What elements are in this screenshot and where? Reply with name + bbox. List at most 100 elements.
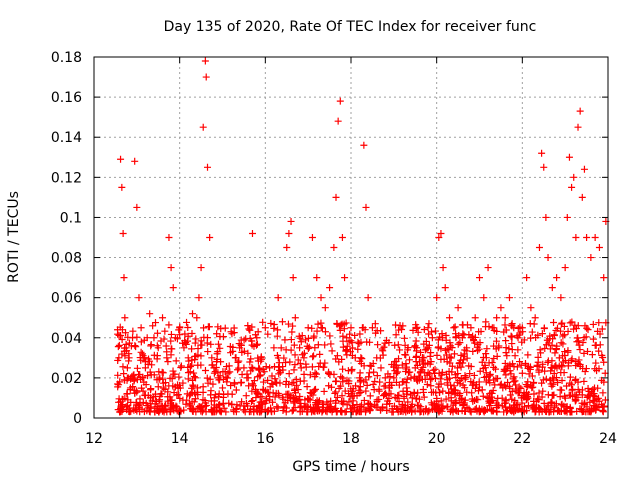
data-point-dense	[420, 326, 428, 334]
data-point-dense	[408, 408, 416, 416]
data-point-dense	[259, 318, 267, 326]
data-point-dense	[513, 363, 521, 371]
data-point-dense	[371, 320, 379, 328]
data-point-dense	[183, 390, 191, 398]
data-point-dense	[392, 331, 400, 339]
data-point-dense	[114, 371, 122, 379]
data-point	[583, 234, 591, 241]
data-point	[538, 149, 546, 157]
data-point-dense	[403, 363, 411, 371]
data-point-dense	[254, 373, 262, 381]
data-point-dense	[256, 393, 264, 401]
data-point-dense	[421, 346, 429, 354]
data-point-dense	[350, 404, 358, 412]
data-point-dense	[179, 396, 187, 404]
data-point-dense	[127, 375, 135, 383]
data-point-dense	[446, 353, 454, 361]
data-point-dense	[308, 324, 316, 332]
data-point-dense	[231, 380, 239, 388]
data-point	[165, 234, 173, 241]
data-point-dense	[492, 375, 500, 383]
data-point-dense	[188, 361, 196, 369]
data-point-dense	[122, 340, 130, 348]
data-point	[204, 163, 212, 171]
data-point	[334, 117, 342, 125]
data-point-dense	[595, 365, 603, 373]
data-point-dense	[176, 394, 184, 402]
data-point-dense	[580, 400, 588, 408]
data-point-dense	[120, 370, 128, 378]
data-point-dense	[448, 344, 456, 352]
data-point-dense	[168, 375, 176, 383]
data-point-dense	[456, 380, 464, 388]
data-point-dense	[187, 405, 195, 413]
data-point-dense	[210, 394, 218, 402]
data-point-dense	[427, 328, 435, 336]
data-point-dense	[188, 406, 196, 414]
data-point-dense	[285, 370, 293, 378]
data-point	[137, 324, 145, 332]
data-point-dense	[223, 374, 231, 382]
data-point-dense	[366, 392, 374, 400]
data-point-dense	[533, 361, 541, 369]
data-point-dense	[366, 361, 374, 369]
data-point-dense	[153, 342, 161, 350]
data-point-dense	[122, 403, 130, 411]
data-point	[501, 314, 509, 322]
data-point	[118, 183, 126, 191]
data-point-dense	[511, 377, 519, 385]
data-point-dense	[247, 397, 255, 405]
data-point	[341, 274, 349, 282]
data-point-dense	[290, 341, 298, 349]
data-point-dense	[475, 378, 483, 386]
data-point-dense	[232, 354, 240, 362]
data-point-dense	[439, 387, 447, 395]
data-point-dense	[483, 345, 491, 353]
data-point	[484, 264, 492, 272]
data-point-dense	[206, 375, 214, 383]
data-point-dense	[370, 368, 378, 376]
data-point-dense	[486, 402, 494, 410]
data-point-dense	[557, 320, 565, 328]
data-point-dense	[508, 320, 516, 328]
data-point-dense	[145, 355, 153, 363]
data-point-dense	[194, 404, 202, 412]
data-point-dense	[457, 363, 465, 371]
data-point-dense	[165, 321, 173, 329]
data-point	[572, 234, 580, 241]
data-point	[266, 364, 274, 372]
data-point-dense	[155, 368, 163, 376]
data-point-dense	[319, 400, 327, 408]
data-point-dense	[420, 393, 428, 401]
data-point-dense	[356, 369, 364, 377]
data-point-dense	[404, 344, 412, 352]
data-point-dense	[338, 392, 346, 400]
data-point-dense	[481, 406, 489, 414]
data-point-dense	[131, 389, 139, 397]
data-point-dense	[407, 391, 415, 399]
data-point-dense	[139, 387, 147, 395]
data-point-dense	[194, 391, 202, 399]
data-point-dense	[460, 352, 468, 360]
data-point-dense	[392, 362, 400, 370]
data-point-dense	[558, 377, 566, 385]
y-tick-label: 0	[73, 411, 82, 427]
y-tick-label: 0.14	[51, 130, 82, 146]
data-point-dense	[202, 401, 210, 409]
data-point-dense	[314, 320, 322, 328]
data-point-dense	[435, 380, 443, 388]
data-point-dense	[289, 395, 297, 403]
data-point-dense	[450, 350, 458, 358]
data-point-dense	[270, 320, 278, 328]
data-point-dense	[500, 408, 508, 416]
data-point-dense	[354, 338, 362, 346]
data-point-dense	[517, 361, 525, 369]
data-point-dense	[524, 402, 532, 410]
data-point-dense	[404, 398, 412, 406]
data-point-dense	[339, 337, 347, 345]
data-point-dense	[385, 395, 393, 403]
data-point-dense	[595, 347, 603, 355]
data-point-dense	[566, 319, 574, 327]
data-point	[437, 229, 445, 237]
data-point-dense	[162, 406, 170, 414]
